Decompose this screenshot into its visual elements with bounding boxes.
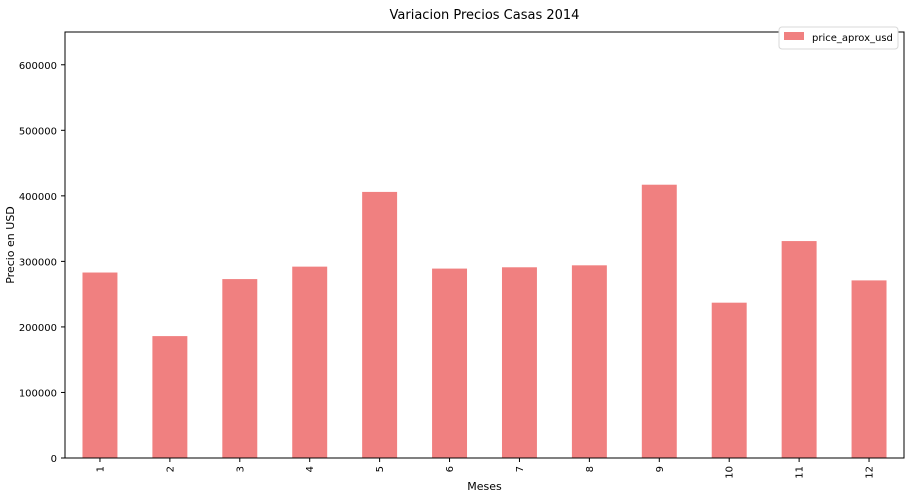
bar-month-11 — [781, 241, 817, 458]
y-tick-label: 400000 — [19, 192, 57, 203]
bar-month-10 — [711, 302, 747, 458]
x-tick-label: 4 — [305, 466, 316, 472]
x-tick-label: 5 — [375, 466, 386, 472]
x-tick-label: 10 — [725, 466, 736, 479]
x-axis-ticks: 1 2 3 4 5 6 7 8 9 10 11 12 — [95, 458, 876, 479]
y-tick-label: 200000 — [19, 323, 57, 334]
bar-month-9 — [641, 184, 677, 458]
x-axis-label: Meses — [467, 480, 502, 493]
bar-month-8 — [571, 265, 607, 458]
y-tick-label: 500000 — [19, 126, 57, 137]
legend-swatch — [784, 32, 804, 40]
bar-month-1 — [82, 272, 118, 458]
x-tick-label: 12 — [865, 466, 876, 479]
legend-label: price_aprox_usd — [812, 33, 893, 44]
x-tick-label: 11 — [795, 466, 806, 479]
bar-month-5 — [362, 191, 398, 458]
bar-month-3 — [222, 279, 258, 458]
bar-month-4 — [292, 266, 328, 458]
x-tick-label: 2 — [165, 466, 176, 472]
y-tick-label: 100000 — [19, 388, 57, 399]
plot-frame — [64, 31, 905, 459]
y-tick-label: 300000 — [19, 257, 57, 268]
bar-month-7 — [501, 267, 537, 458]
x-tick-label: 9 — [655, 466, 666, 472]
bar-month-2 — [152, 336, 188, 458]
legend: price_aprox_usd — [778, 26, 899, 50]
x-tick-label: 7 — [515, 466, 526, 472]
y-tick-label: 0 — [51, 454, 57, 465]
x-tick-label: 3 — [235, 466, 246, 472]
y-axis-label: Precio en USD — [4, 206, 17, 284]
x-tick-label: 8 — [585, 466, 596, 472]
x-tick-label: 6 — [445, 466, 456, 472]
legend-frame — [778, 26, 899, 50]
y-tick-label: 600000 — [19, 61, 57, 72]
x-tick-label: 1 — [95, 466, 106, 472]
chart-title: Variacion Precios Casas 2014 — [390, 8, 580, 23]
bars-group — [82, 184, 887, 458]
bar-month-12 — [851, 280, 887, 458]
bar-month-6 — [432, 268, 468, 458]
y-axis-ticks: 0 100000 200000 300000 400000 500000 600000 — [19, 61, 65, 465]
